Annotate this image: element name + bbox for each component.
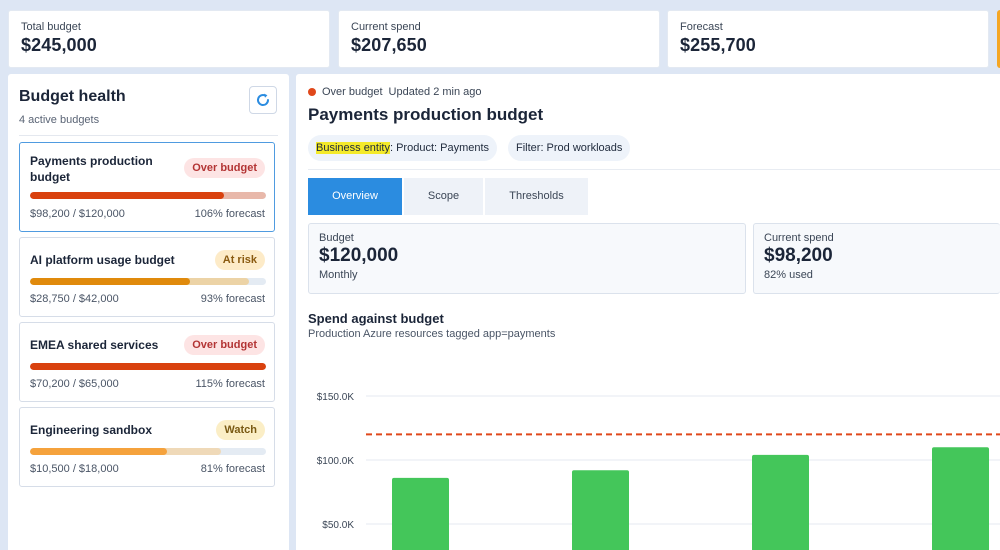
kpi-card-edge [997, 10, 1000, 68]
tab-overview[interactable]: Overview [308, 178, 402, 215]
chip-label: Filter: Prod workloads [516, 142, 623, 154]
chart-bar [932, 447, 989, 550]
kpi-label: Current spend [351, 21, 421, 33]
chart-bar [392, 477, 449, 550]
budget-detail-panel: Over budget Updated 2 min ago Payments p… [296, 74, 1000, 550]
refresh-icon [257, 93, 270, 106]
chart-y-tick-label: $50.0K [322, 520, 354, 531]
kpi-value: $207,650 [351, 35, 427, 55]
updated-text: Updated 2 min ago [388, 86, 482, 98]
chart-bar [752, 454, 809, 550]
progress-fill [30, 448, 167, 455]
status-text: Over budget [322, 86, 383, 98]
budget-card-name-line1: Payments production [30, 154, 153, 168]
chip-value: : Product: Payments [389, 142, 490, 154]
chart-y-tick-label: $150.0K [317, 392, 355, 403]
forecast-text: 115% forecast [195, 378, 265, 390]
chip-business-entity[interactable]: Business entity: Product: Payments [308, 135, 498, 161]
card-value: $98,200 [764, 245, 833, 266]
panel-title: Budget health [19, 88, 126, 105]
progress-track [30, 448, 266, 455]
kpi-label: Total budget [21, 21, 81, 33]
card-value: $120,000 [319, 245, 399, 266]
progress-fill [30, 363, 266, 370]
status-badge: At risk [214, 250, 265, 270]
chart-title: Spend against budget [308, 311, 444, 326]
budget-card-engineering-sandbox[interactable]: Engineering sandbox Watch $10,500 / $18,… [19, 407, 275, 487]
status-badge: Over budget [184, 335, 265, 355]
progress-track [30, 278, 266, 285]
kpi-label: Forecast [680, 21, 723, 33]
tab-thresholds[interactable]: Thresholds [485, 178, 588, 215]
budget-amount: $28,750 / $42,000 [30, 293, 119, 305]
chart-subtitle: Production Azure resources tagged app=pa… [308, 328, 556, 340]
budget-info-card: Budget $120,000 Monthly [308, 223, 746, 294]
progress-fill [30, 278, 191, 285]
budget-card-name: Engineering sandbox [30, 423, 153, 437]
card-sub: Monthly [319, 269, 358, 281]
chip-filter[interactable]: Filter: Prod workloads [508, 135, 631, 161]
forecast-text: 81% forecast [200, 463, 265, 475]
kpi-value: $255,700 [680, 35, 756, 55]
progress-fill [30, 192, 224, 199]
budget-amount: $98,200 / $120,000 [30, 208, 125, 220]
kpi-total-budget: Total budget $245,000 [8, 10, 330, 68]
budget-card-payments-production[interactable]: Payments production budget Over budget $… [19, 142, 275, 232]
budget-amount: $70,200 / $65,000 [30, 378, 119, 390]
budget-card-name: AI platform usage budget [30, 253, 175, 267]
status-badge: Watch [216, 420, 265, 440]
chart-y-tick-label: $100.0K [317, 456, 355, 467]
card-sub: 82% used [764, 269, 813, 281]
progress-track [30, 192, 266, 199]
spend-info-card: Current spend $98,200 82% used [753, 223, 1000, 294]
budget-amount: $10,500 / $18,000 [30, 463, 119, 475]
refresh-button[interactable] [249, 86, 277, 114]
chip-key: Business entity [316, 142, 390, 154]
spend-chart: $150.0K $100.0K $50.0K [317, 392, 1000, 550]
card-label: Budget [319, 232, 354, 244]
progress-track [30, 363, 266, 370]
tab-scope[interactable]: Scope [404, 178, 483, 215]
divider [308, 169, 1000, 170]
divider [19, 135, 278, 136]
panel-subtitle: 4 active budgets [19, 114, 100, 126]
status-badge: Over budget [184, 158, 265, 178]
budget-card-name: Payments production budget [30, 153, 153, 185]
status-row: Over budget Updated 2 min ago [308, 86, 482, 98]
kpi-current-spend: Current spend $207,650 [338, 10, 660, 68]
budget-health-panel: Budget health 4 active budgets Payments … [8, 74, 289, 550]
budget-card-name-line2: budget [30, 170, 70, 184]
budget-card-ai-platform[interactable]: AI platform usage budget At risk $28,750… [19, 237, 275, 317]
status-dot-icon [308, 88, 316, 96]
kpi-value: $245,000 [21, 35, 97, 55]
tab-bar: Overview Scope Thresholds [308, 178, 590, 215]
forecast-text: 93% forecast [200, 293, 265, 305]
budget-card-name: EMEA shared services [30, 338, 159, 352]
kpi-forecast: Forecast $255,700 [667, 10, 989, 68]
budget-card-emea-shared[interactable]: EMEA shared services Over budget $70,200… [19, 322, 275, 402]
chart-bar [572, 470, 629, 550]
page-title: Payments production budget [308, 105, 544, 124]
forecast-text: 106% forecast [194, 208, 265, 220]
card-label: Current spend [764, 232, 834, 244]
